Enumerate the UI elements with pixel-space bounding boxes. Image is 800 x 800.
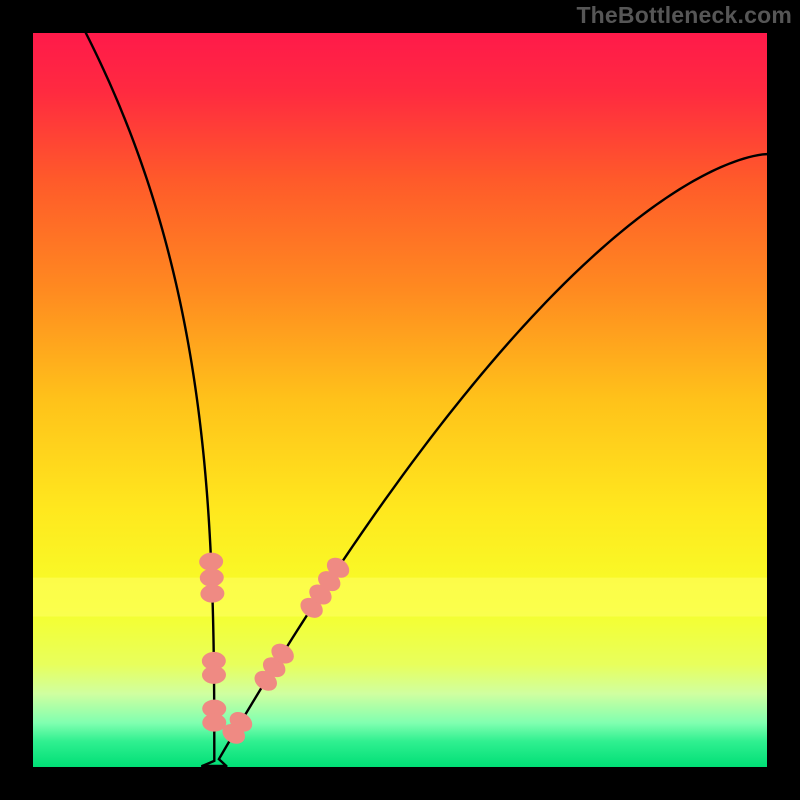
figure-root: TheBottleneck.com — [0, 0, 800, 800]
plot-area — [33, 33, 767, 767]
plot-svg — [33, 33, 767, 767]
curve-marker — [202, 714, 226, 732]
highlight-band — [33, 578, 767, 617]
gradient-background — [33, 33, 767, 767]
watermark-text: TheBottleneck.com — [576, 2, 792, 29]
